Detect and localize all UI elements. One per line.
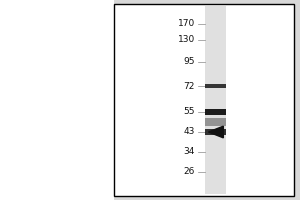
Text: 130: 130 [178,36,195,45]
Text: 34: 34 [184,148,195,156]
Text: 43: 43 [184,128,195,136]
Text: 170: 170 [178,20,195,28]
Bar [206,118,226,126]
Text: 26: 26 [184,168,195,176]
Bar [206,84,226,88]
Text: 55: 55 [184,108,195,116]
Bar [206,6,226,194]
Bar [206,109,226,115]
Text: 95: 95 [184,58,195,66]
Polygon shape [208,126,223,138]
Bar [206,129,226,135]
Bar [114,4,294,196]
Text: 72: 72 [184,82,195,90]
Bar [0,0,114,200]
